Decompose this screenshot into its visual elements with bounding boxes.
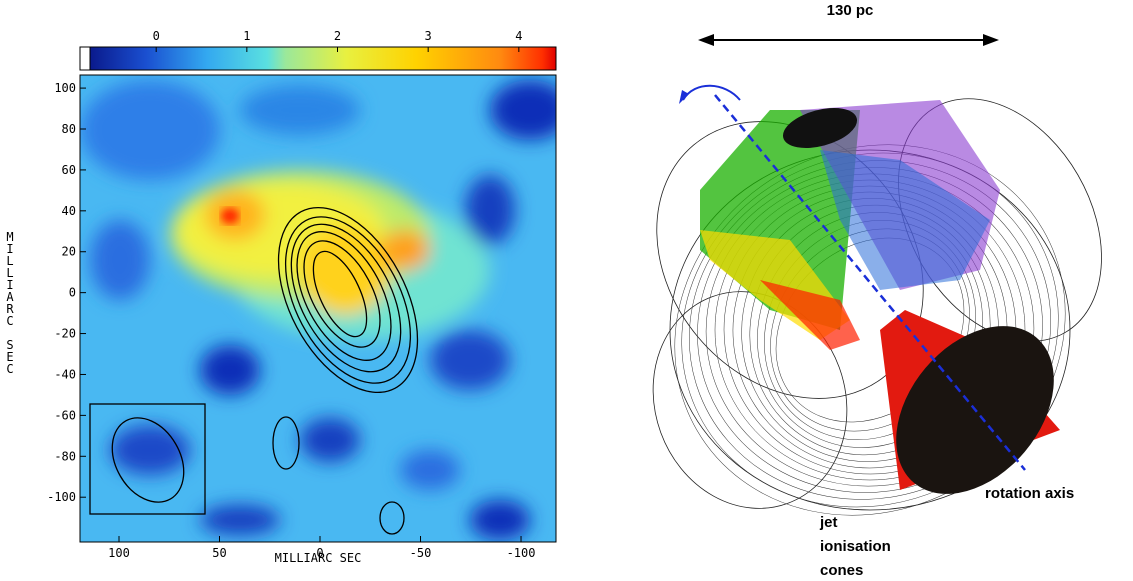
y-tick-label: -100: [47, 490, 76, 504]
x-tick-label: 100: [108, 546, 130, 560]
radio-map: [80, 75, 556, 542]
x-tick-label: 50: [212, 546, 226, 560]
y-tick-label: 60: [62, 163, 76, 177]
y-tick-label: -20: [54, 327, 76, 341]
y-tick-label: -40: [54, 367, 76, 381]
colorbar-tick-label: 2: [334, 29, 341, 43]
cone-label: ionisation: [820, 538, 891, 555]
y-tick-label: -60: [54, 408, 76, 422]
axis-label: rotation axis: [985, 485, 1074, 502]
y-tick-label: 0: [69, 286, 76, 300]
colorbar-blank: [79, 46, 91, 71]
x-axis-label: MILLIARC SEC: [275, 551, 362, 565]
cone-label: jet: [819, 514, 838, 531]
colorbar: [89, 46, 557, 71]
x-tick-label: 0: [316, 546, 323, 560]
y-tick-label: 80: [62, 122, 76, 136]
colorbar-tick-label: 4: [515, 29, 522, 43]
torus-diagram: [652, 34, 1102, 516]
map-frame: [79, 74, 557, 543]
scale-label: 130 pc: [827, 2, 874, 19]
y-axis-label: MILLIARC SEC: [3, 230, 17, 374]
colorbar-tick-label: 0: [153, 29, 160, 43]
y-tick-label: 40: [62, 204, 76, 218]
x-tick-label: -100: [507, 546, 536, 560]
colorbar-tick-label: 1: [243, 29, 250, 43]
y-tick-label: 100: [54, 81, 76, 95]
cone-label: cones: [820, 562, 863, 579]
x-tick-label: -50: [410, 546, 432, 560]
y-tick-label: -80: [54, 449, 76, 463]
y-tick-label: 20: [62, 245, 76, 259]
colorbar-tick-label: 3: [425, 29, 432, 43]
